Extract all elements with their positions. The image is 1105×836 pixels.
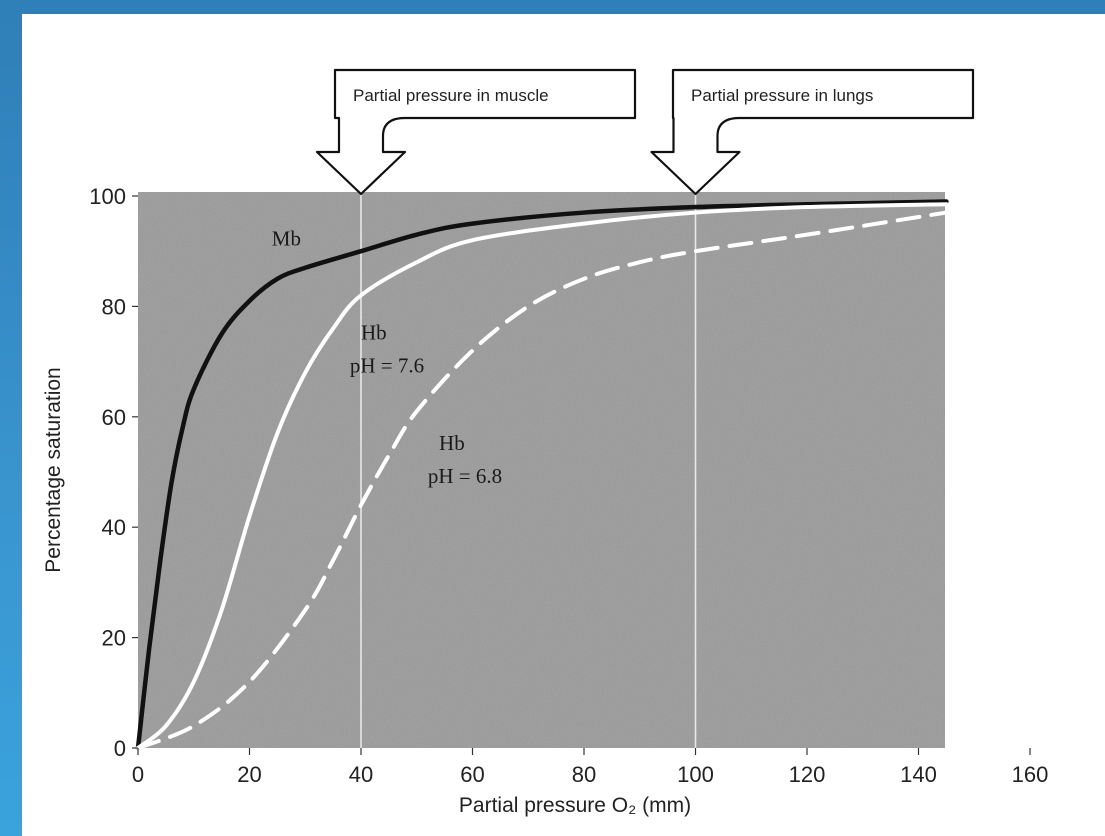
x-tick-label: 40 xyxy=(349,762,373,787)
callout-label-lungs: Partial pressure in lungs xyxy=(691,86,873,105)
x-tick-label: 80 xyxy=(572,762,596,787)
curve-label: pH = 7.6 xyxy=(350,354,424,378)
x-tick-label: 100 xyxy=(677,762,714,787)
y-axis-title: Percentage saturation xyxy=(42,367,65,572)
plot-area xyxy=(138,192,945,748)
series-layer xyxy=(135,199,949,751)
curve-label: Hb xyxy=(439,431,465,455)
y-axis-ticks: 0 20 40 60 80 100 xyxy=(89,184,138,761)
y-tick-label: 80 xyxy=(102,294,126,319)
callout-label-muscle: Partial pressure in muscle xyxy=(353,86,549,105)
top-bar xyxy=(0,0,1105,14)
y-tick-label: 20 xyxy=(102,626,126,651)
x-tick-label: 60 xyxy=(460,762,484,787)
curve-annotations: Mb Hb pH = 7.6 Hb pH = 6.8 xyxy=(272,227,502,488)
x-axis-title: Partial pressure O₂ (mm) xyxy=(459,794,691,817)
left-sidebar xyxy=(0,14,22,836)
callout-arrow-muscle xyxy=(315,68,637,196)
y-tick-label: 0 xyxy=(114,736,126,761)
reference-lines xyxy=(360,192,697,748)
curve-label: Hb xyxy=(361,321,387,345)
series-hb-ph-6-8 xyxy=(136,210,949,750)
x-tick-label: 140 xyxy=(900,762,937,787)
y-tick-label: 60 xyxy=(102,405,126,430)
x-tick-label: 0 xyxy=(132,762,144,787)
series-mb xyxy=(135,199,949,751)
x-axis-ticks: 0 20 40 60 80 100 120 140 160 xyxy=(132,748,1048,787)
x-tick-label: 120 xyxy=(789,762,826,787)
series-hb-ph-7-6 xyxy=(136,202,949,750)
callout-arrow-lungs xyxy=(650,68,975,196)
curve-label: pH = 6.8 xyxy=(428,464,502,488)
y-tick-label: 100 xyxy=(89,184,126,209)
x-tick-label: 20 xyxy=(237,762,261,787)
plot-texture xyxy=(138,192,945,748)
x-tick-label: 160 xyxy=(1012,762,1049,787)
callouts: Partial pressure in muscle Partial pressu… xyxy=(315,68,975,196)
y-tick-label: 40 xyxy=(102,515,126,540)
curve-label: Mb xyxy=(272,227,301,251)
